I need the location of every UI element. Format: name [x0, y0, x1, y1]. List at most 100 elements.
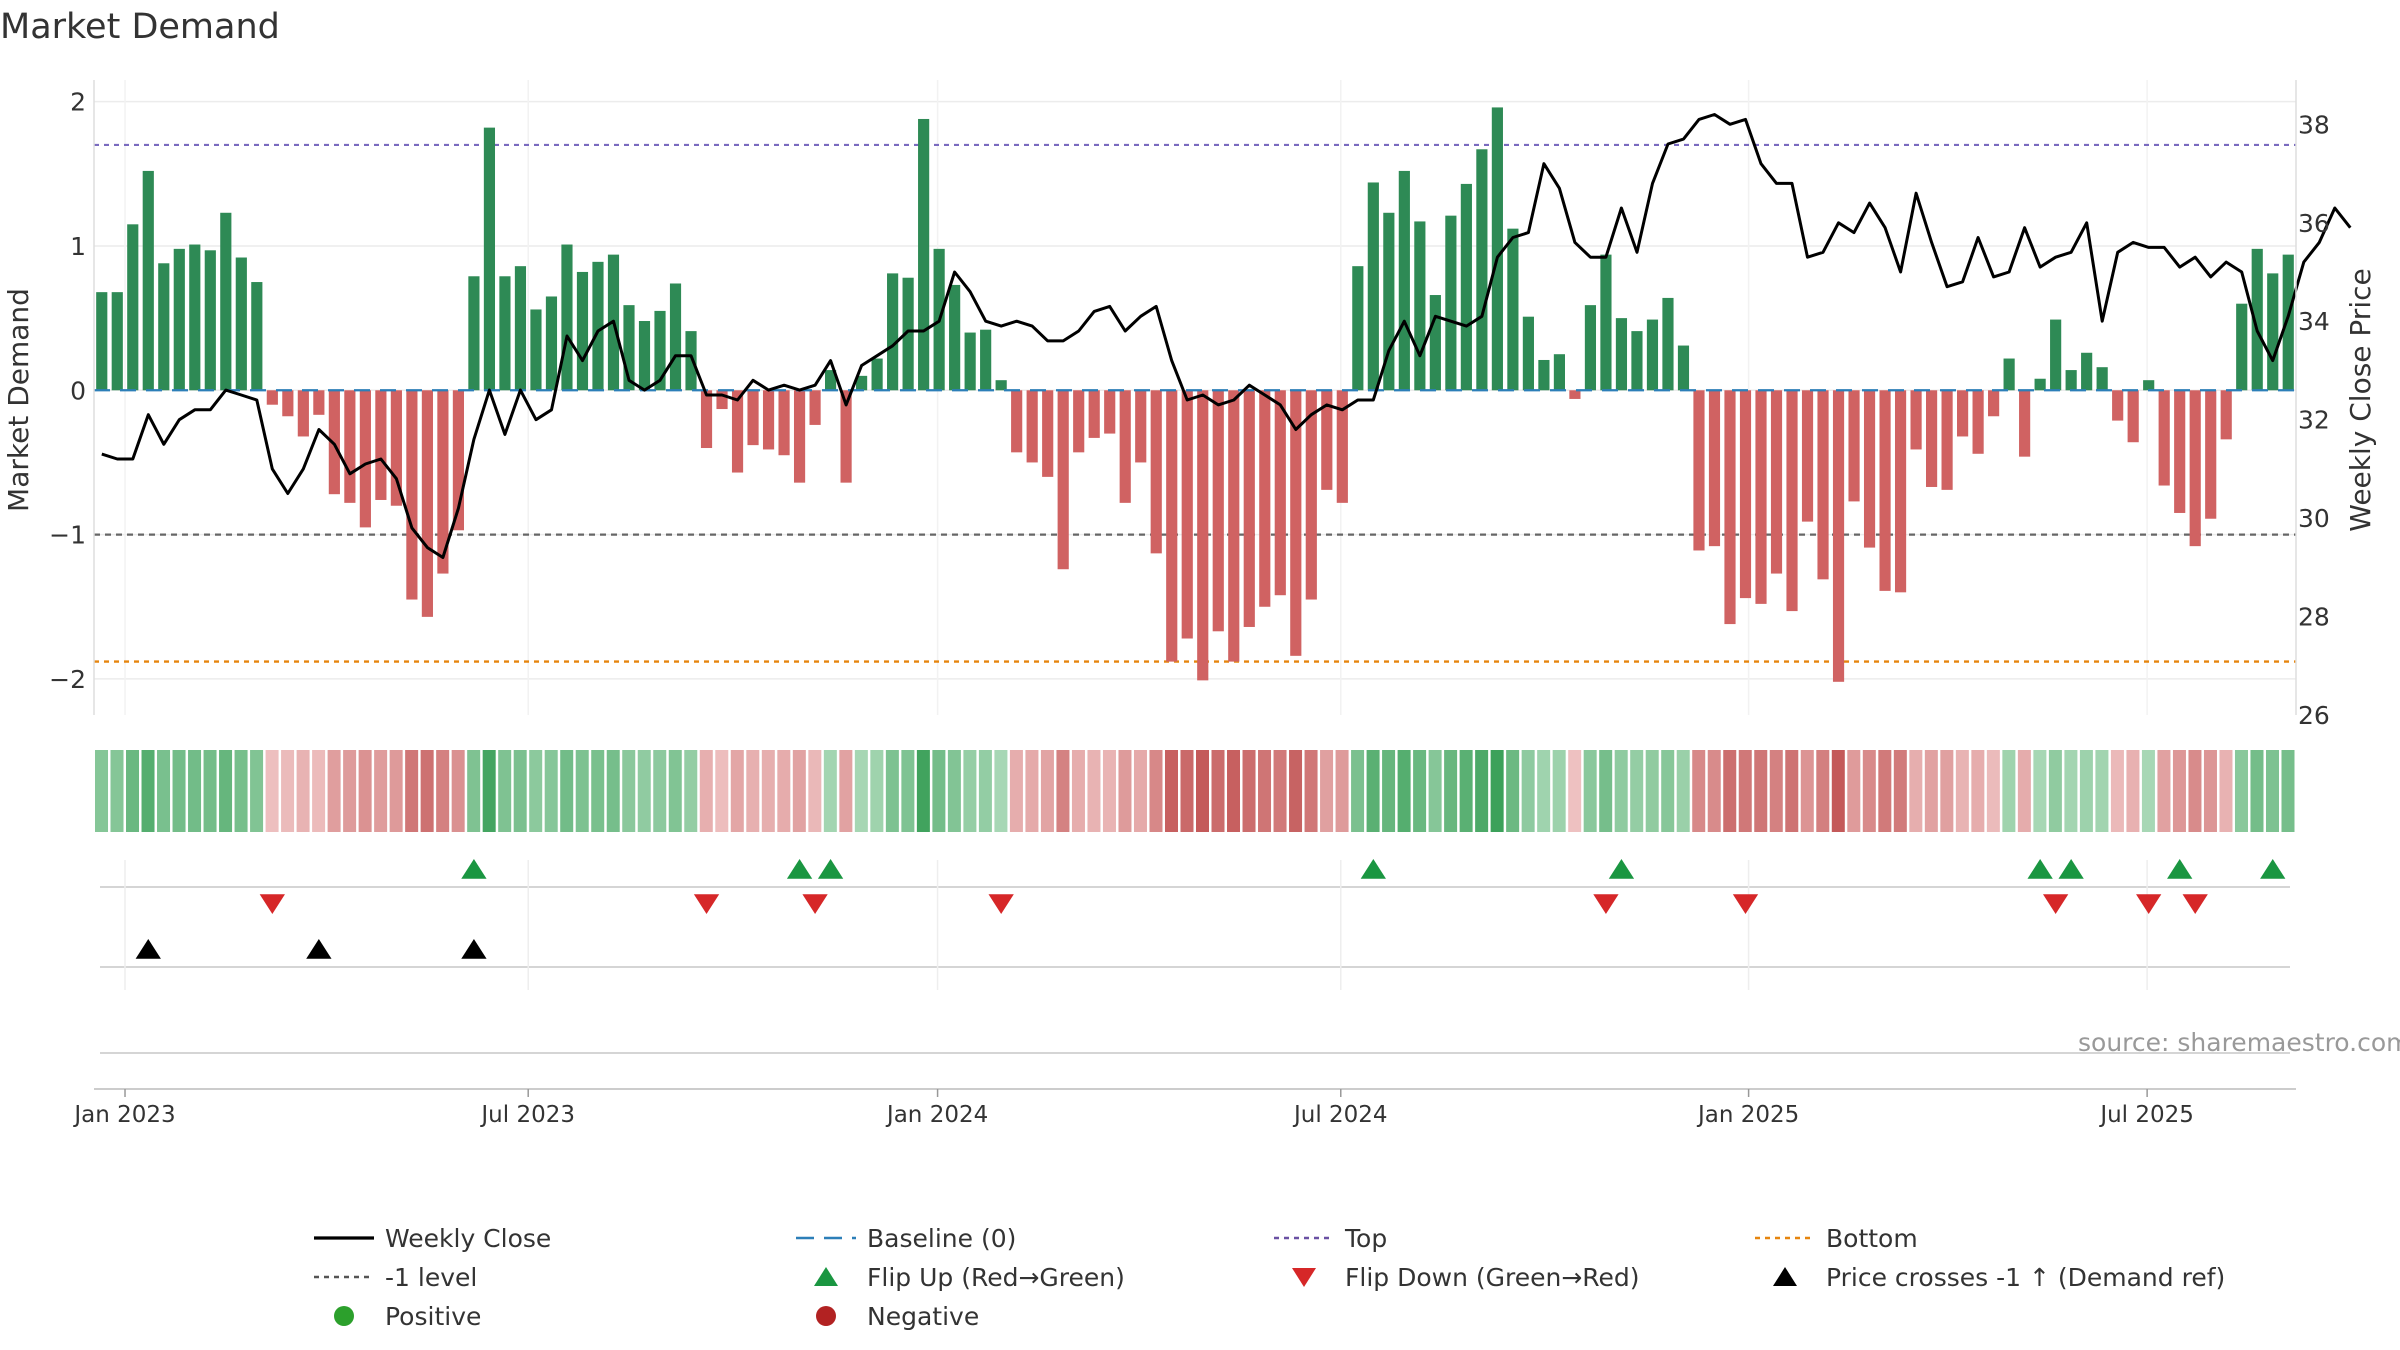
y-tick-label: 0: [70, 376, 86, 405]
demand-bar: [2050, 319, 2062, 391]
heat-cell: [312, 750, 326, 832]
heat-cell: [916, 750, 930, 832]
x-tick-label: Jul 2024: [1292, 1102, 1388, 1128]
demand-bar: [127, 224, 139, 391]
demand-bar: [949, 284, 961, 391]
heat-cell: [854, 750, 868, 832]
heat-cell: [1009, 750, 1023, 832]
demand-bar: [2127, 390, 2139, 443]
heat-cell: [1924, 750, 1938, 832]
demand-bar: [266, 390, 278, 405]
heat-cell: [2126, 750, 2140, 832]
heat-cell: [250, 750, 264, 832]
heat-cell: [932, 750, 946, 832]
heat-cell: [2048, 750, 2062, 832]
flip-up-marker: [1608, 859, 1635, 879]
x-tick-label: Jan 2025: [1696, 1102, 1799, 1128]
heat-cell: [1025, 750, 1039, 832]
heat-cell: [978, 750, 992, 832]
heat-cell: [1351, 750, 1365, 832]
demand-bar: [1414, 221, 1426, 391]
heat-cell: [1878, 750, 1892, 832]
heat-cell: [1754, 750, 1768, 832]
demand-bar: [235, 257, 247, 391]
demand-bar: [2158, 390, 2170, 486]
heat-cell: [885, 750, 899, 832]
demand-bar: [1724, 390, 1736, 625]
demand-bar: [1584, 305, 1597, 391]
heat-cell: [668, 750, 682, 832]
demand-bar: [1259, 390, 1271, 607]
demand-bar: [654, 310, 666, 391]
heat-cell: [2188, 750, 2202, 832]
demand-bar: [1708, 390, 1721, 547]
demand-bar: [189, 244, 201, 391]
heat-cell: [451, 750, 465, 832]
flip-down-marker: [1732, 894, 1759, 914]
x-axis: Jan 2023 Jul 2023 Jan 2024 Jul 2024 Jan 2025…: [72, 1088, 2296, 1128]
demand-bar: [1026, 390, 1038, 463]
demand-bar: [1088, 390, 1100, 438]
heat-cell: [2265, 750, 2279, 832]
heat-cell: [358, 750, 372, 832]
heat-cell: [2281, 750, 2295, 832]
flip-down-marker: [1593, 894, 1619, 914]
demand-bar: [1786, 390, 1798, 612]
demand-bar: [1352, 266, 1364, 391]
heat-cell: [498, 750, 512, 832]
marker-rows: [100, 859, 2290, 1054]
demand-bar: [282, 390, 294, 417]
demand-bar: [220, 212, 232, 391]
heat-cell: [761, 750, 775, 832]
heat-cell: [2064, 750, 2078, 832]
flip-up-marker: [2260, 859, 2286, 879]
demand-bar: [685, 331, 697, 391]
demand-bar: [902, 277, 914, 391]
legend-label: Flip Down (Green→Red): [1345, 1263, 1640, 1292]
heat-cell: [1971, 750, 1985, 832]
heat-cell: [389, 750, 403, 832]
weekly-close-line: [101, 113, 2352, 559]
heat-cell: [2110, 750, 2124, 832]
demand-bar: [1042, 390, 1054, 477]
flip-down-marker: [2136, 894, 2162, 914]
heat-cell: [2002, 750, 2016, 832]
heat-cell: [436, 750, 450, 832]
heat-cell: [1242, 750, 1256, 832]
demand-bar: [871, 358, 883, 391]
demand-bar: [1848, 390, 1860, 502]
heat-cell: [1397, 750, 1411, 832]
heat-cell: [1862, 750, 1876, 832]
demand-bar: [1057, 390, 1069, 570]
heat-cell: [296, 750, 310, 832]
heat-cell: [1320, 750, 1334, 832]
heat-cell: [947, 750, 961, 832]
demand-bar: [1197, 390, 1209, 681]
demand-bar: [297, 390, 309, 437]
demand-bar: [530, 309, 542, 391]
demand-bar: [1910, 390, 1922, 450]
demand-bar: [716, 390, 728, 410]
heat-cell: [839, 750, 853, 832]
heat-cell: [1118, 750, 1132, 832]
heat-cell: [188, 750, 202, 832]
demand-bar: [1073, 390, 1085, 453]
heat-cell: [994, 750, 1008, 832]
heat-cell: [374, 750, 388, 832]
demand-bar: [421, 390, 433, 617]
y-tick-label: −1: [49, 521, 86, 550]
heat-cell: [1490, 750, 1504, 832]
heat-cell: [653, 750, 667, 832]
heat-cell: [1366, 750, 1380, 832]
demand-bar: [173, 248, 185, 391]
heat-cell: [1071, 750, 1085, 832]
heat-cell: [699, 750, 713, 832]
demand-bar: [1600, 254, 1612, 391]
demand-bar: [390, 390, 402, 506]
demand-bar: [700, 390, 713, 449]
heat-cell: [2157, 750, 2171, 832]
demand-bar: [1894, 390, 1907, 593]
heat-cell: [1196, 750, 1210, 832]
heat-cell: [591, 750, 605, 832]
